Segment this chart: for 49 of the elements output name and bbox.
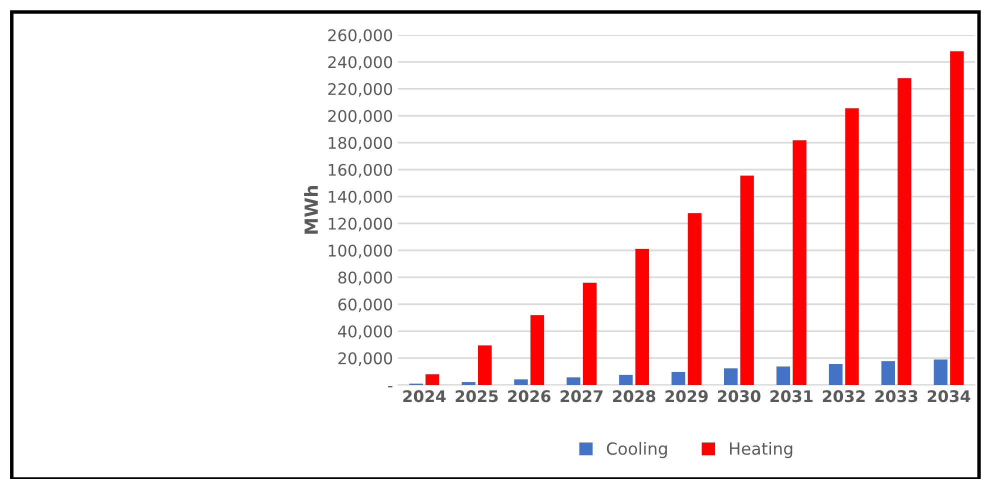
x-tick-label: 2026 — [508, 390, 551, 402]
y-tick-label: 40,000 — [338, 325, 392, 340]
bar — [566, 377, 580, 385]
y-tick-label: 120,000 — [328, 218, 392, 232]
bar — [934, 360, 948, 385]
y-tick-label: 160,000 — [328, 164, 392, 178]
bar — [740, 176, 754, 385]
bar — [776, 366, 790, 385]
bar — [688, 213, 702, 385]
bar — [845, 108, 859, 385]
y-tick-label: 180,000 — [328, 136, 392, 151]
y-tick-label: 140,000 — [328, 190, 392, 204]
bar — [619, 374, 633, 385]
y-tick-label: 200,000 — [328, 110, 392, 124]
bar — [672, 372, 686, 385]
bar — [514, 379, 528, 385]
x-tick-label: 2033 — [875, 390, 918, 402]
y-tick-label: 260,000 — [328, 29, 392, 43]
y-tick-label: - — [388, 386, 392, 388]
x-tick-label: 2031 — [770, 390, 813, 402]
bar — [478, 345, 492, 385]
y-tick-label: 80,000 — [338, 272, 392, 286]
legend-label: Heating — [730, 442, 792, 458]
y-axis-title: MWh — [304, 186, 318, 234]
x-tick-label: 2029 — [666, 390, 708, 402]
legend-label: Cooling — [606, 442, 667, 458]
bar — [950, 51, 964, 385]
bar — [462, 382, 476, 385]
x-tick-label: 2024 — [403, 390, 446, 402]
bar — [881, 361, 896, 385]
x-tick-label: 2027 — [560, 390, 603, 402]
x-tick-label: 2025 — [456, 390, 498, 402]
bar — [792, 140, 806, 385]
bar — [635, 248, 649, 385]
bar — [582, 282, 597, 385]
bar — [426, 374, 440, 385]
y-tick-label: 60,000 — [338, 298, 392, 312]
bar — [898, 78, 912, 385]
y-tick-label: 20,000 — [338, 352, 392, 366]
bar — [530, 315, 544, 385]
x-tick-label: 2034 — [928, 390, 970, 402]
y-tick-label: 220,000 — [328, 83, 392, 97]
y-tick-label: 100,000 — [328, 244, 392, 258]
x-tick-label: 2030 — [718, 390, 760, 402]
bar — [828, 364, 843, 385]
bar — [724, 368, 738, 385]
x-tick-label: 2032 — [822, 390, 865, 402]
x-tick-label: 2028 — [613, 390, 656, 402]
y-tick-label: 240,000 — [328, 56, 392, 70]
